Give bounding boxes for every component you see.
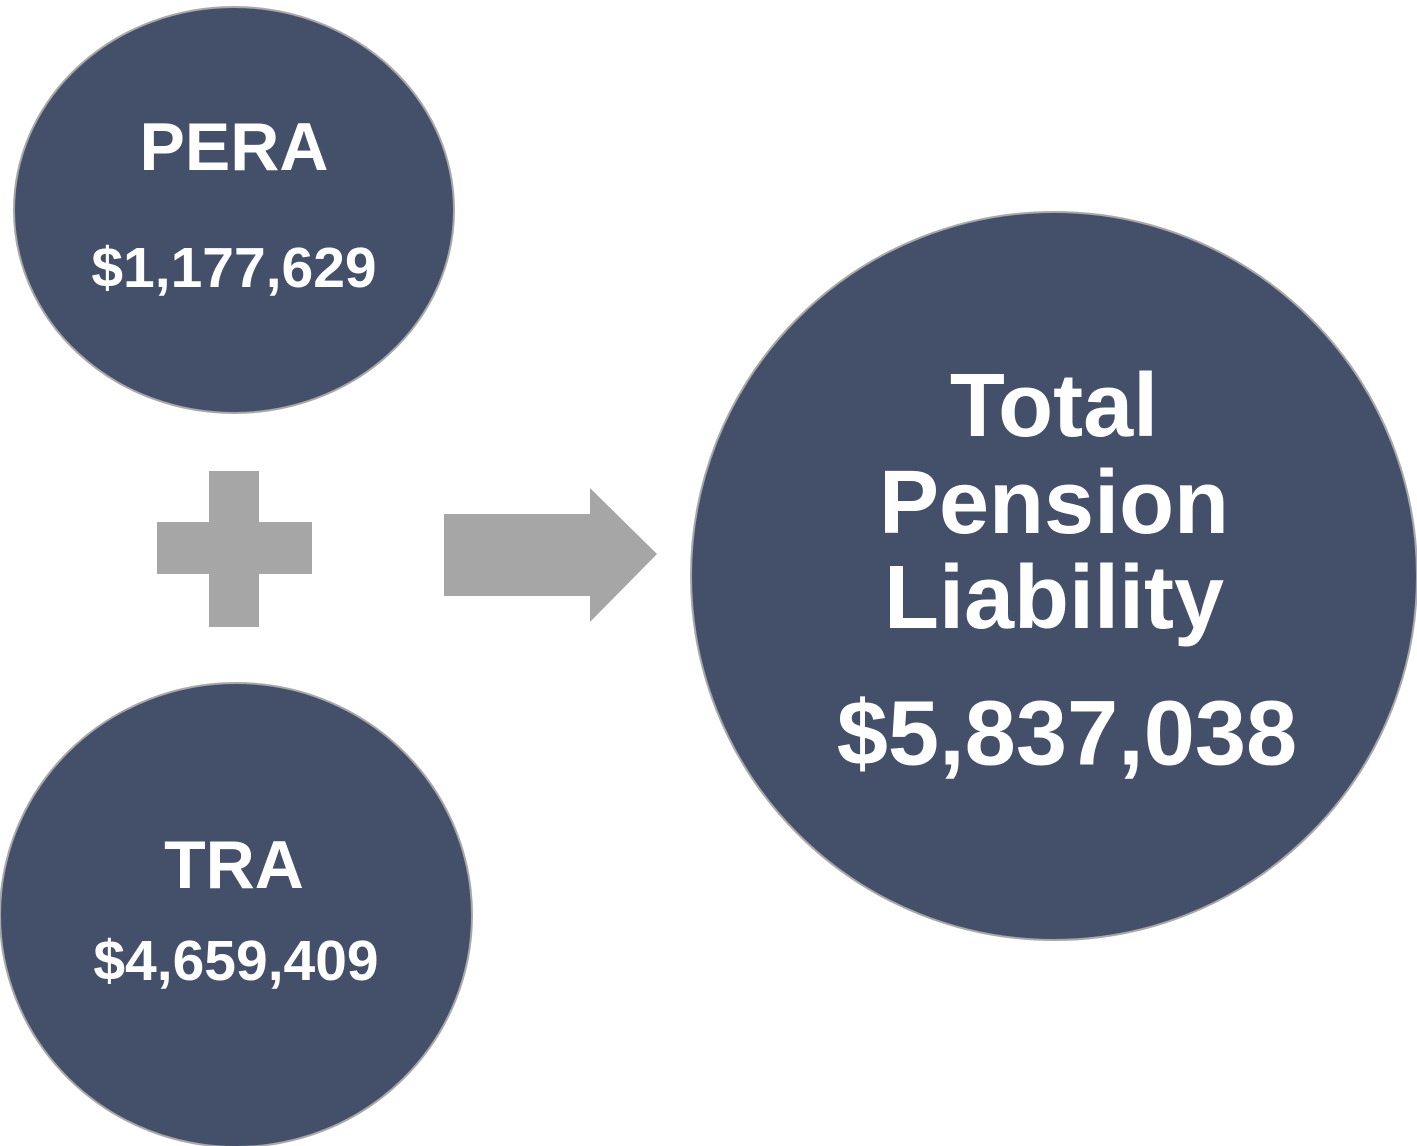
tra-circle [0,682,473,1146]
pera-circle [13,6,455,414]
plus-sign [157,471,312,627]
total-circle [690,211,1417,941]
node-label: Total [950,356,1158,456]
node-label: TRA [164,827,304,903]
plus-horizontal [157,522,312,574]
node-label: Pension [879,453,1229,553]
node-value: $4,659,409 [93,929,378,993]
node-value: $5,837,038 [837,682,1297,784]
node-label: PERA [140,109,329,185]
node-value: $1,177,629 [91,236,376,300]
arrow [444,488,657,622]
node-label: Liability [884,548,1224,648]
